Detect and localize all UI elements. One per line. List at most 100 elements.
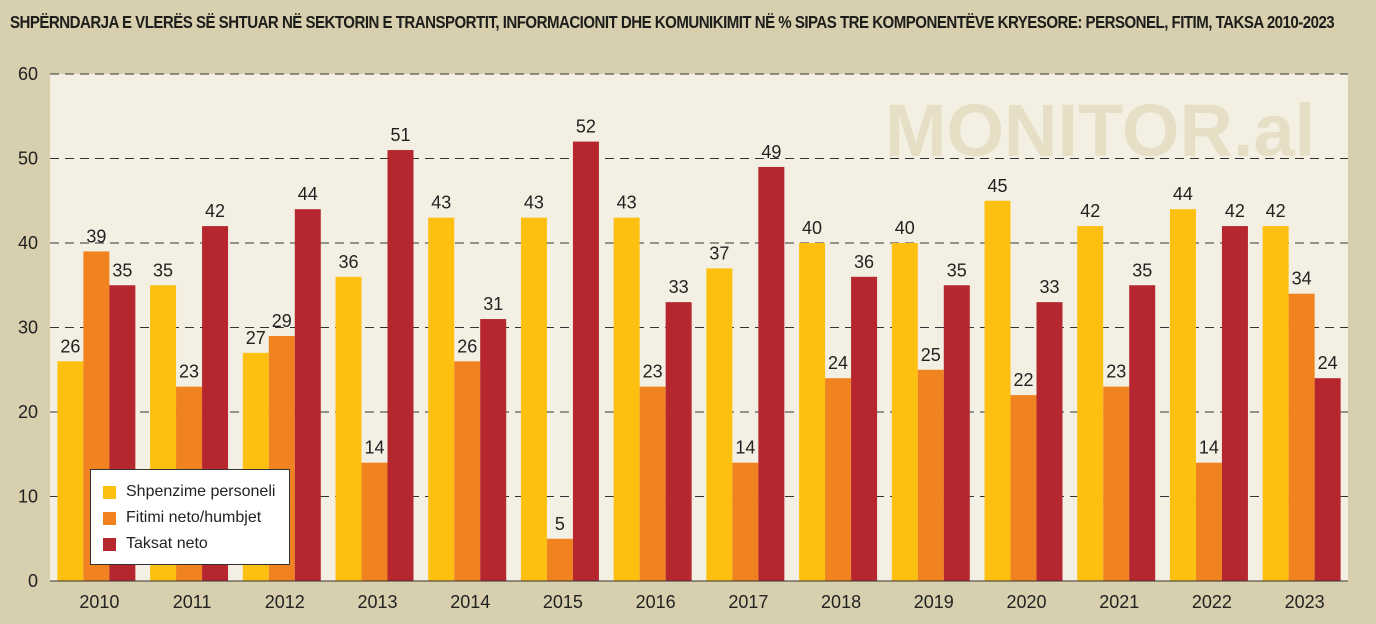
data-label: 23 [1106, 362, 1126, 382]
bar [613, 217, 640, 581]
data-label: 25 [921, 345, 941, 365]
x-tick-label: 2021 [1099, 592, 1139, 612]
data-label: 43 [431, 193, 451, 213]
bar [57, 361, 84, 581]
y-tick-label: 40 [18, 233, 38, 253]
y-tick-label: 10 [18, 487, 38, 507]
bar [387, 150, 414, 582]
legend-item: Taksat neto [103, 531, 277, 557]
bar [799, 243, 826, 581]
data-label: 14 [364, 438, 384, 458]
data-label: 43 [617, 193, 637, 213]
x-tick-label: 2011 [173, 592, 212, 612]
data-label: 29 [272, 311, 292, 331]
x-tick-label: 2022 [1192, 592, 1232, 612]
data-label: 37 [709, 243, 729, 263]
data-label: 43 [524, 193, 544, 213]
data-label: 51 [390, 125, 410, 145]
data-label: 49 [761, 142, 781, 162]
y-tick-label: 50 [18, 149, 38, 169]
bar [851, 276, 878, 581]
data-label: 35 [153, 260, 173, 280]
bar [454, 361, 481, 581]
data-label: 22 [1013, 370, 1033, 390]
data-label: 42 [1225, 201, 1245, 221]
watermark: MONITOR.al [885, 89, 1315, 172]
bar [1262, 226, 1289, 581]
bar [480, 319, 507, 581]
legend-label: Fitimi neto/humbjet [126, 509, 262, 526]
bar [294, 209, 321, 581]
bar [1010, 395, 1037, 581]
bar [572, 141, 599, 581]
bar [639, 386, 666, 581]
bar [758, 166, 785, 581]
bar [1288, 293, 1315, 581]
data-label: 42 [1080, 201, 1100, 221]
x-tick-label: 2023 [1285, 592, 1325, 612]
bar [1036, 302, 1063, 581]
x-tick-label: 2010 [79, 592, 119, 612]
bar [732, 462, 759, 581]
bar [546, 538, 573, 581]
data-label: 35 [947, 260, 967, 280]
data-label: 26 [457, 336, 477, 356]
bar [943, 285, 970, 581]
x-tick-label: 2017 [728, 592, 768, 612]
bar [1103, 386, 1130, 581]
data-label: 24 [1318, 353, 1338, 373]
data-label: 39 [86, 226, 106, 246]
legend-label: Shpenzime personeli [126, 483, 276, 500]
data-label: 42 [1266, 201, 1286, 221]
data-label: 42 [205, 201, 225, 221]
data-label: 34 [1292, 269, 1312, 289]
bar [706, 268, 733, 581]
data-label: 36 [338, 252, 358, 272]
data-label: 5 [555, 514, 565, 534]
data-label: 52 [576, 117, 596, 137]
legend-swatch [103, 511, 116, 525]
bar [984, 200, 1011, 581]
bar [891, 243, 918, 581]
legend-swatch [103, 485, 116, 499]
y-tick-label: 30 [18, 318, 38, 338]
data-label: 31 [483, 294, 503, 314]
data-label: 35 [112, 260, 132, 280]
data-label: 35 [1132, 260, 1152, 280]
x-tick-label: 2018 [821, 592, 861, 612]
bar [1314, 378, 1341, 581]
bar [1129, 285, 1156, 581]
x-tick-label: 2019 [914, 592, 954, 612]
y-tick-label: 20 [18, 402, 38, 422]
legend-item: Fitimi neto/humbjet [103, 505, 277, 531]
x-tick-label: 2013 [357, 592, 397, 612]
data-label: 26 [60, 336, 80, 356]
x-tick-label: 2015 [543, 592, 583, 612]
bar [361, 462, 388, 581]
legend-item: Shpenzime personeli [103, 479, 277, 505]
bar [1221, 226, 1248, 581]
bar [335, 276, 362, 581]
bar [665, 302, 692, 581]
data-label: 23 [179, 362, 199, 382]
x-tick-label: 2012 [265, 592, 305, 612]
bar [520, 217, 547, 581]
bar [428, 217, 455, 581]
bar [825, 378, 852, 581]
x-tick-label: 2014 [450, 592, 490, 612]
data-label: 45 [987, 176, 1007, 196]
x-tick-label: 2016 [636, 592, 676, 612]
legend-label: Taksat neto [126, 535, 208, 552]
bar [1169, 209, 1196, 581]
data-label: 36 [854, 252, 874, 272]
bar [1077, 226, 1104, 581]
data-label: 44 [1173, 184, 1193, 204]
bar [1195, 462, 1222, 581]
data-label: 44 [298, 184, 318, 204]
legend: Shpenzime personeli Fitimi neto/humbjet Ta… [90, 469, 290, 565]
data-label: 14 [735, 438, 755, 458]
x-tick-label: 2020 [1006, 592, 1046, 612]
legend-swatch [103, 537, 116, 551]
y-tick-label: 0 [28, 571, 38, 591]
